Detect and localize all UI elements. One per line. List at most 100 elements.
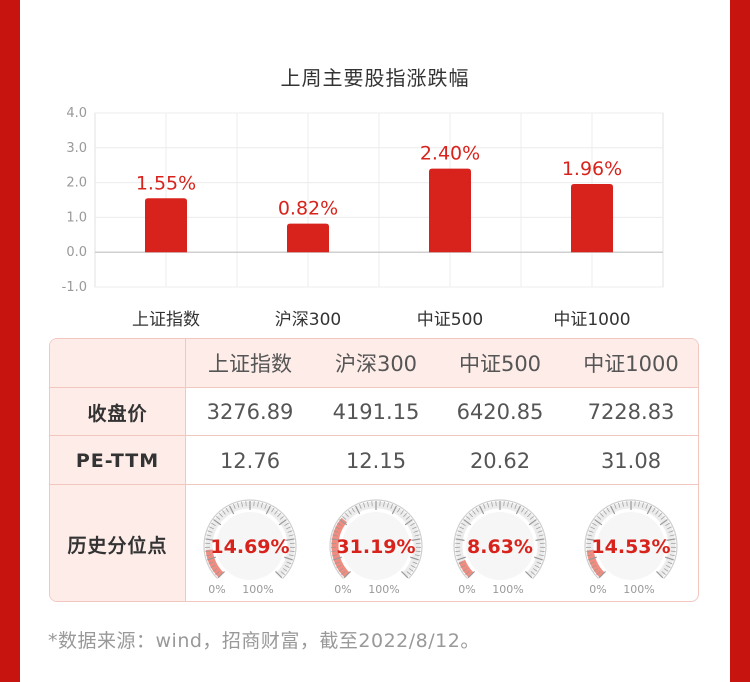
gauge-tick: [466, 515, 471, 520]
y-tick-label: 1.0: [66, 210, 87, 225]
gauge-tick: [472, 509, 476, 515]
gauge-max-label: 100%: [242, 583, 273, 596]
gauge-tick: [351, 507, 355, 512]
gauge-tick: [455, 537, 465, 541]
gauge-tick: [216, 515, 221, 520]
gauge-tick: [538, 553, 544, 556]
pe-ttm-value: 12.76: [219, 448, 281, 473]
gauge-tick: [534, 556, 543, 560]
gauge-tick: [659, 518, 668, 525]
gauge-tick: [390, 503, 393, 509]
gauge-tick: [206, 533, 212, 536]
gauge-tick: [456, 533, 462, 536]
gauge-tick: [367, 501, 369, 507]
gauge-tick: [459, 526, 464, 529]
bar-value-label: 0.82%: [278, 198, 338, 220]
close-price-value: 7228.83: [587, 400, 675, 424]
column-header: 沪深300: [334, 352, 418, 376]
gauge-tick: [412, 561, 418, 564]
bar: [571, 183, 613, 253]
gauge-tick: [586, 550, 592, 552]
gauge-tick: [603, 509, 607, 515]
gauge-tick: [286, 526, 291, 529]
gauge-tick: [271, 507, 275, 512]
bar-value-label: 1.55%: [136, 172, 196, 194]
percentile-gauge: 14.53% 0% 100%: [584, 498, 678, 596]
gauge-tick: [592, 522, 597, 526]
gauge-tick: [670, 550, 676, 552]
close-price-value: 6420.85: [456, 400, 544, 424]
gauge-tick: [415, 550, 421, 552]
gauge-tick: [461, 522, 466, 526]
gauge-tick: [343, 570, 351, 578]
gauge-tick: [655, 509, 659, 515]
gauge-tick: [532, 567, 538, 572]
table-row-close-price: 收盘价 3276.89 4191.15 6420.85 7228.83: [50, 387, 698, 436]
pe-ttm-value: 20.62: [469, 448, 531, 473]
gauge-tick: [663, 567, 669, 572]
percentile-value: 31.19%: [336, 536, 415, 558]
gauge-tick: [661, 570, 666, 575]
gauge-tick: [458, 561, 464, 564]
bar: [287, 223, 329, 253]
gauge-max-label: 100%: [368, 583, 399, 596]
gauge-tick: [414, 553, 420, 556]
gauge-tick: [524, 509, 528, 515]
gauge-tick: [404, 518, 413, 525]
gauge-tick: [275, 570, 283, 578]
gauge-tick: [285, 537, 295, 541]
gauge-tick: [229, 505, 235, 514]
gauge-tick: [363, 502, 366, 508]
gauge-tick: [212, 567, 218, 572]
gauge-tick: [331, 550, 337, 552]
gauge-tick: [210, 564, 216, 568]
percentile-value: 14.69%: [210, 536, 289, 558]
gauge-tick: [606, 507, 610, 512]
gauge-tick: [335, 526, 340, 529]
gauge-tick: [406, 570, 411, 575]
gauge-tick: [207, 529, 213, 533]
gauge-tick: [669, 553, 675, 556]
gauge-tick: [614, 503, 617, 509]
gauge-tick: [586, 537, 596, 541]
gauge-min-label: 0%: [334, 583, 351, 596]
gauge-tick: [333, 529, 339, 533]
y-tick-label: -1.0: [62, 280, 87, 295]
gauge-tick: [386, 502, 389, 508]
gauge-tick: [507, 501, 509, 507]
percentile-gauge: 14.69% 0% 100%: [203, 498, 297, 596]
gauge-max-label: 100%: [492, 583, 523, 596]
gauge-tick: [405, 515, 410, 520]
gauge-tick: [587, 533, 593, 536]
gauge-tick: [265, 505, 271, 514]
gauge-tick: [539, 550, 545, 552]
gauge-tick: [383, 501, 385, 507]
gauge-tick: [535, 537, 545, 541]
gauge-tick: [483, 503, 486, 509]
percentile-gauge: 8.63% 0% 100%: [453, 498, 547, 596]
bar: [429, 168, 471, 253]
gauge-tick: [667, 526, 672, 529]
gauge-tick: [331, 537, 341, 541]
gauge-tick: [528, 518, 537, 525]
gauge-tick: [460, 564, 466, 568]
gauge-tick: [475, 507, 479, 512]
close-price-value: 3276.89: [206, 400, 294, 424]
percentile-gauge-cell: 14.53% 0% 100%: [562, 485, 698, 601]
gauge-tick: [457, 529, 463, 533]
gauge-tick: [588, 556, 597, 560]
column-header: 中证500: [458, 352, 542, 376]
gauge-tick: [599, 512, 604, 517]
gauge-outer-ring: [329, 498, 423, 579]
gauge-tick: [209, 526, 214, 529]
table-row-pe-ttm: PE-TTM 12.76 12.15 20.62 31.08: [50, 435, 698, 485]
percentile-value: 14.53%: [591, 536, 670, 558]
gauge-tick: [348, 509, 352, 515]
gauge-tick: [462, 567, 468, 572]
gauge-tick: [656, 570, 664, 578]
gauge-max-label: 100%: [623, 583, 654, 596]
gauge-tick: [264, 503, 267, 509]
gauge-tick: [514, 503, 517, 509]
gauge-tick: [510, 502, 513, 508]
table-row-percentile: 历史分位点 14.69% 0% 100% 31.19% 0% 100% 8.63% 0% 1…: [50, 484, 698, 601]
